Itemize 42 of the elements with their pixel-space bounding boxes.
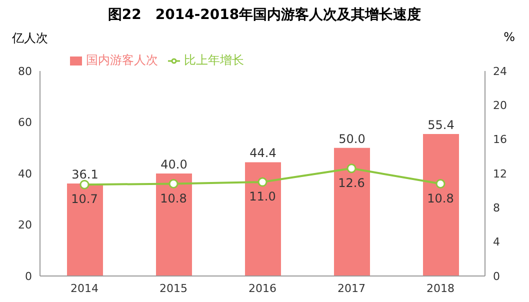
- data-label: 12.6: [338, 176, 365, 190]
- data-label: 40.0: [160, 158, 188, 172]
- x-tick-label: 2015: [160, 282, 188, 295]
- y2-tick-label: 4: [493, 236, 500, 249]
- x-tick-label: 2018: [426, 282, 454, 295]
- x-tick-label: 2014: [70, 282, 98, 295]
- data-label: 44.4: [250, 146, 276, 160]
- y-tick-label: 0: [25, 270, 32, 283]
- bar: [334, 148, 370, 276]
- y2-tick-label: 24: [493, 64, 507, 78]
- y-tick-label: 20: [18, 218, 32, 232]
- legend-label: 国内游客人次: [86, 53, 158, 67]
- point: [346, 164, 356, 174]
- data-label: 55.4: [428, 118, 454, 132]
- point: [436, 179, 446, 188]
- bar: [245, 162, 281, 276]
- legend-label: 比上年增长: [184, 53, 244, 67]
- y2-axis-title: %: [504, 30, 515, 44]
- bar: [156, 174, 192, 276]
- y2-tick-label: 12: [493, 167, 507, 180]
- bar: [423, 134, 459, 276]
- data-label: 10.7: [71, 192, 98, 206]
- data-label: 10.8: [160, 191, 187, 206]
- y2-tick-label: 0: [493, 270, 500, 283]
- bar: [67, 183, 103, 276]
- x-tick-label: 2017: [338, 282, 366, 295]
- y2-tick-label: 16: [493, 133, 507, 146]
- data-label: 11.0: [249, 190, 276, 204]
- y-axis-title: 亿人次: [12, 30, 48, 47]
- point: [168, 179, 178, 188]
- point: [258, 177, 268, 187]
- point: [80, 180, 90, 190]
- data-label: 50.0: [338, 132, 366, 146]
- y2-tick-label: 8: [493, 202, 500, 215]
- y-tick-label: 60: [18, 116, 32, 130]
- data-label: 10.8: [427, 191, 454, 206]
- y2-tick-label: 20: [493, 99, 507, 112]
- y-tick-label: 40: [18, 167, 32, 180]
- data-label: 36.1: [72, 167, 98, 182]
- y-tick-label: 80: [18, 64, 32, 78]
- chart-title: 图22 2014-2018年国内游客人次及其增长速度: [106, 6, 422, 24]
- x-tick-label: 2016: [248, 282, 276, 295]
